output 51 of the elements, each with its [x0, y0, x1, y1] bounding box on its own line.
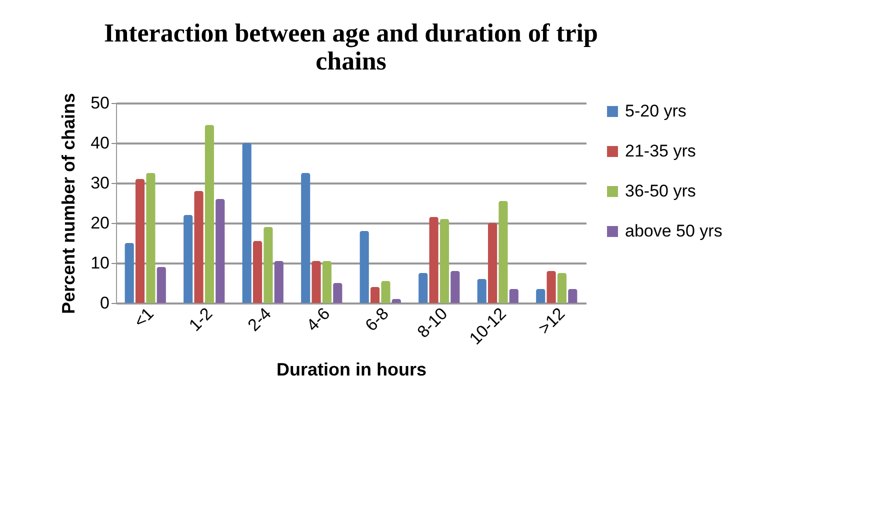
bar	[450, 271, 460, 303]
bar	[124, 243, 134, 303]
bar	[301, 173, 310, 303]
x-tick-label: <1	[130, 304, 158, 332]
y-axis-title: Percent number of chains	[58, 92, 79, 314]
x-tick-label: 1-2	[185, 304, 216, 335]
bar	[242, 143, 252, 303]
bar	[498, 201, 508, 303]
bar	[274, 261, 284, 303]
x-tick-label: >12	[534, 304, 569, 338]
bar	[264, 227, 273, 303]
bar	[312, 261, 321, 303]
legend-label: above 50 yrs	[625, 222, 722, 240]
chart-title: Interaction between age and duration of trip chains	[104, 18, 598, 76]
bar	[204, 125, 214, 303]
bar	[194, 191, 204, 303]
y-tick-label: 40	[90, 134, 110, 152]
bar	[477, 279, 486, 303]
y-tick-label: 0	[100, 294, 110, 312]
bar	[360, 231, 369, 303]
x-axis-title: Duration in hours	[276, 360, 426, 380]
bar	[568, 289, 578, 303]
bar	[156, 267, 166, 303]
bar	[146, 173, 156, 303]
y-tick-label: 30	[90, 174, 110, 192]
bar	[557, 273, 567, 303]
x-tick-label: 2-4	[244, 304, 275, 335]
bar	[429, 217, 438, 303]
bar	[536, 289, 546, 303]
y-tick-label: 50	[90, 94, 110, 112]
x-tick-label: 6-8	[362, 304, 392, 335]
x-tick-label: 8-10	[414, 304, 452, 342]
bar	[322, 261, 332, 303]
bar	[546, 271, 556, 303]
legend-label: 5-20 yrs	[625, 102, 686, 120]
bar	[333, 283, 342, 303]
bar	[370, 287, 380, 303]
bar	[488, 223, 498, 303]
x-tick-label: 4-6	[302, 304, 334, 335]
bar	[381, 281, 390, 303]
bar	[509, 289, 518, 303]
bar	[216, 199, 225, 303]
bar	[252, 241, 262, 303]
y-tick-label: 10	[90, 254, 110, 272]
bar	[418, 273, 428, 303]
y-tick-label: 20	[90, 214, 110, 232]
bar	[440, 219, 450, 303]
bar	[184, 215, 193, 303]
bar	[135, 179, 145, 303]
legend-label: 36-50 yrs	[625, 182, 696, 200]
legend-label: 21-35 yrs	[625, 142, 696, 160]
